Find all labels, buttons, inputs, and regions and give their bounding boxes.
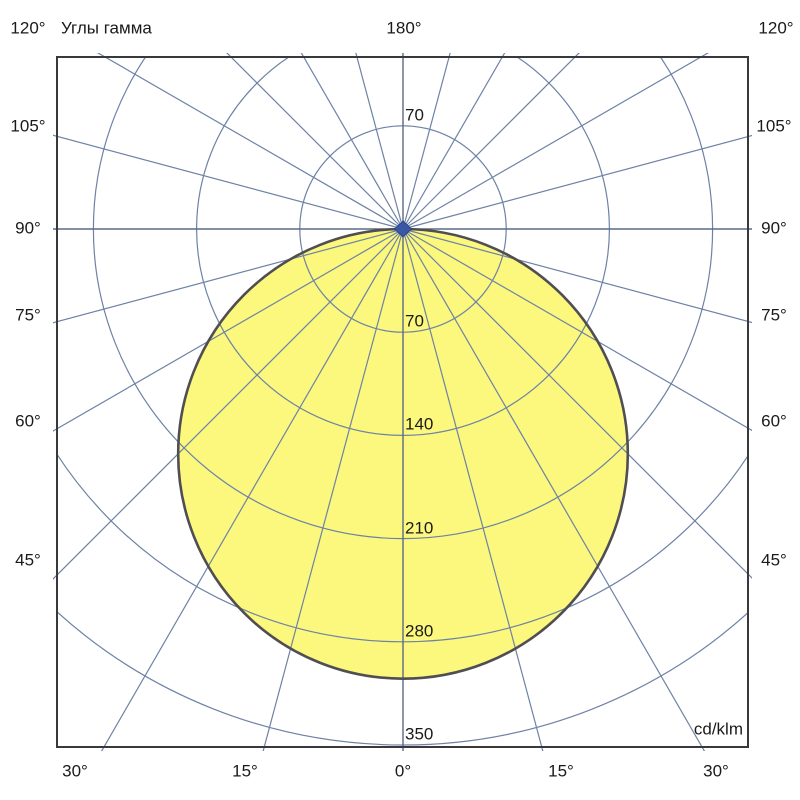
- page-title: Углы гамма: [61, 18, 152, 38]
- gamma-label-right-75: 75°: [761, 305, 787, 325]
- gamma-label-right-60: 60°: [761, 411, 787, 431]
- gamma-label-top-right: 120°: [758, 18, 794, 38]
- gamma-label-bottom-2-0: 0°: [394, 761, 412, 781]
- gamma-label-left-45: 45°: [15, 550, 41, 570]
- gamma-label-left-105: 105°: [10, 116, 46, 136]
- gamma-label-left-75: 75°: [15, 305, 41, 325]
- gamma-label-bottom-0-30: 30°: [62, 761, 88, 781]
- gamma-label-bottom-1-15: 15°: [232, 761, 258, 781]
- gamma-label-right-45: 45°: [761, 550, 787, 570]
- gamma-label-right-90: 90°: [761, 218, 787, 238]
- radial-tick-350: 350: [405, 724, 434, 744]
- unit-label: cd/klm: [693, 719, 743, 739]
- gamma-label-top-left: 120°: [10, 18, 46, 38]
- radial-tick-210: 210: [405, 518, 434, 538]
- gamma-label-left-90: 90°: [15, 218, 41, 238]
- radial-tick-140: 140: [405, 414, 434, 434]
- gamma-label-bottom-3-15: 15°: [548, 761, 574, 781]
- gamma-label-left-60: 60°: [15, 411, 41, 431]
- gamma-label-bottom-4-30: 30°: [703, 761, 729, 781]
- radial-tick-70: 70: [405, 311, 424, 331]
- radial-tick-top-70: 70: [405, 105, 424, 125]
- radial-tick-280: 280: [405, 621, 434, 641]
- gamma-label-right-105: 105°: [756, 116, 792, 136]
- gamma-label-top-center: 180°: [386, 18, 422, 38]
